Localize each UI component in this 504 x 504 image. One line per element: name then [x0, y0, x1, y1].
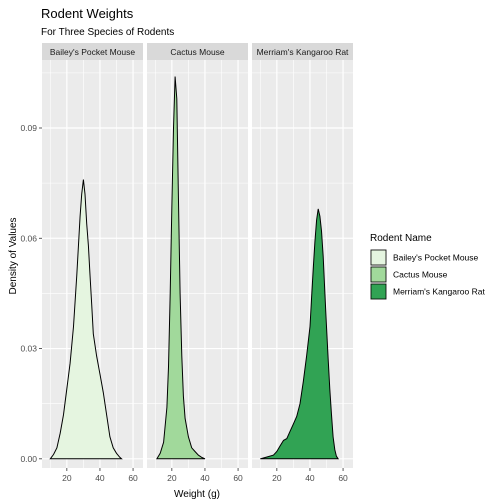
x-tick-label: 60 [338, 473, 348, 483]
y-tick-label: 0.03 [20, 344, 37, 354]
legend-swatch-cactus-mouse [370, 266, 387, 283]
x-tick-label: 40 [305, 473, 315, 483]
legend-label-merriam-s-kangaroo-rat: Merriam's Kangaroo Rat [393, 287, 485, 297]
panel-merriam-s-kangaroo-rat: Merriam's Kangaroo Rat [252, 43, 353, 468]
legend-swatch-merriam-s-kangaroo-rat [370, 283, 387, 300]
x-axis-title: Weight (g) [174, 489, 220, 500]
facet-panels: Bailey's Pocket Mouse Cactus Mouse Merriam… [42, 43, 353, 468]
strip-bailey-s-pocket-mouse [42, 43, 143, 60]
legend-label-bailey-s-pocket-mouse: Bailey's Pocket Mouse [393, 253, 479, 263]
legend-title: Rodent Name [370, 233, 432, 244]
x-tick-label: 40 [200, 473, 210, 483]
strip-label-bailey-s-pocket-mouse: Bailey's Pocket Mouse [50, 47, 136, 57]
x-axis: 20 40 60 20 40 60 20 40 60 [62, 468, 348, 483]
panel-background [147, 60, 248, 468]
strip-merriam-s-kangaroo-rat [252, 43, 353, 60]
density-area-bailey-s-pocket-mouse [49, 179, 123, 460]
y-axis-title: Density of Values [8, 217, 19, 294]
x-tick-label: 20 [272, 473, 282, 483]
y-tick-label: 0.00 [20, 454, 37, 464]
y-axis: 0.00 0.03 0.06 0.09 [20, 123, 42, 464]
x-tick-label: 20 [167, 473, 177, 483]
strip-cactus-mouse [147, 43, 248, 60]
x-tick-label: 60 [233, 473, 243, 483]
panel-bailey-s-pocket-mouse: Bailey's Pocket Mouse [42, 43, 143, 468]
density-area-cactus-mouse [156, 76, 206, 460]
legend: Rodent Name Bailey's Pocket Mouse Cactus … [370, 233, 485, 300]
strip-label-merriam-s-kangaroo-rat: Merriam's Kangaroo Rat [257, 47, 349, 57]
chart-title: Rodent Weights [41, 6, 134, 21]
x-tick-label: 20 [62, 473, 72, 483]
legend-swatch-bailey-s-pocket-mouse [370, 249, 387, 266]
y-tick-label: 0.06 [20, 233, 37, 243]
chart-subtitle: For Three Species of Rodents [41, 27, 174, 38]
density-area-merriam-s-kangaroo-rat [260, 208, 340, 460]
y-tick-label: 0.09 [20, 123, 37, 133]
x-tick-label: 40 [95, 473, 105, 483]
x-tick-label: 60 [128, 473, 138, 483]
legend-label-cactus-mouse: Cactus Mouse [393, 270, 448, 280]
panel-cactus-mouse: Cactus Mouse [147, 43, 248, 468]
strip-label-cactus-mouse: Cactus Mouse [170, 47, 225, 57]
